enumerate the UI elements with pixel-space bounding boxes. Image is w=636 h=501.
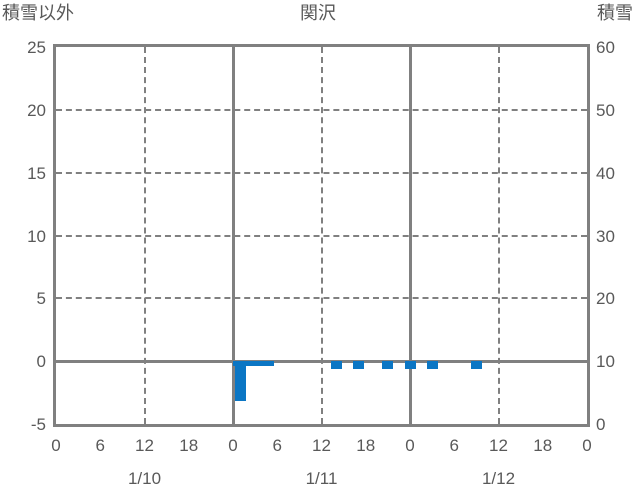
x-axis-tick-label: 12 (489, 436, 508, 455)
x-axis-tick-label: 0 (228, 436, 238, 455)
x-axis-date-label: 1/12 (481, 469, 516, 488)
bar-precipitation (404, 361, 416, 369)
left-axis-tick-label: 10 (27, 226, 46, 246)
left-axis-caption: 積雪以外 (2, 3, 74, 23)
x-axis-tick-label: 18 (533, 436, 553, 455)
x-axis-date-label: 1/10 (127, 469, 162, 488)
bar-snow (233, 361, 274, 366)
day-boundary-line (231, 47, 235, 424)
gridline-vertical (497, 47, 500, 424)
right-axis-tick-label: 60 (596, 38, 615, 57)
x-axis-tick-label: 6 (95, 436, 105, 455)
x-axis-tick-label: 0 (405, 436, 415, 455)
right-axis-tick-label: 50 (596, 100, 615, 120)
day-boundary-line (408, 47, 412, 424)
right-axis-caption: 積雪 (597, 3, 633, 23)
x-axis-tick-label: 12 (135, 436, 154, 455)
bar-precipitation (470, 361, 482, 369)
gridline-vertical (320, 47, 323, 424)
bar-precipitation (352, 361, 364, 369)
left-axis-tick-label: -5 (30, 415, 46, 434)
bar-precipitation (330, 361, 342, 369)
gridline-vertical (143, 47, 146, 424)
x-axis-tick-label: 0 (582, 436, 592, 455)
right-axis-tick-label: 40 (596, 163, 615, 183)
plot-area (53, 44, 590, 427)
x-axis-tick-label: 18 (356, 436, 376, 455)
right-axis-tick-label: 20 (596, 289, 615, 309)
chart-title: 関沢 (300, 3, 336, 23)
x-axis-tick-label: 6 (272, 436, 282, 455)
plot-inner (56, 47, 587, 424)
right-axis-tick-labels: 60 50 40 30 20 10 0 (596, 0, 636, 501)
left-axis-tick-labels: 25 20 15 10 5 0 -5 (0, 0, 46, 501)
left-axis-tick-label: 20 (27, 100, 46, 120)
x-axis-date-label: 1/11 (305, 469, 338, 488)
x-axis-tick-label: 18 (179, 436, 199, 455)
x-axis-tick-label: 0 (51, 436, 61, 455)
bar-precipitation (382, 361, 394, 369)
x-axis-tick-label: 6 (449, 436, 459, 455)
bar-precipitation (426, 361, 438, 369)
left-axis-tick-label: 0 (36, 352, 46, 372)
bar-precipitation (234, 361, 246, 402)
left-axis-tick-label: 15 (27, 163, 46, 183)
left-axis-tick-label: 5 (36, 289, 46, 309)
right-axis-tick-label: 30 (596, 226, 615, 246)
left-axis-tick-label: 25 (27, 38, 46, 57)
x-axis-tick-label: 12 (312, 436, 331, 455)
right-axis-tick-label: 10 (596, 352, 615, 372)
right-axis-tick-label: 0 (596, 415, 606, 434)
